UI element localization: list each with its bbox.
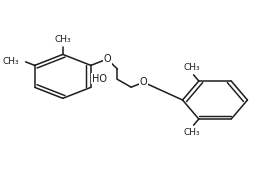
- Text: HO: HO: [92, 74, 107, 84]
- Text: CH₃: CH₃: [184, 128, 201, 137]
- Text: CH₃: CH₃: [55, 35, 72, 44]
- Text: O: O: [103, 54, 111, 64]
- Text: CH₃: CH₃: [3, 57, 19, 66]
- Text: O: O: [140, 77, 147, 87]
- Text: CH₃: CH₃: [184, 63, 201, 72]
